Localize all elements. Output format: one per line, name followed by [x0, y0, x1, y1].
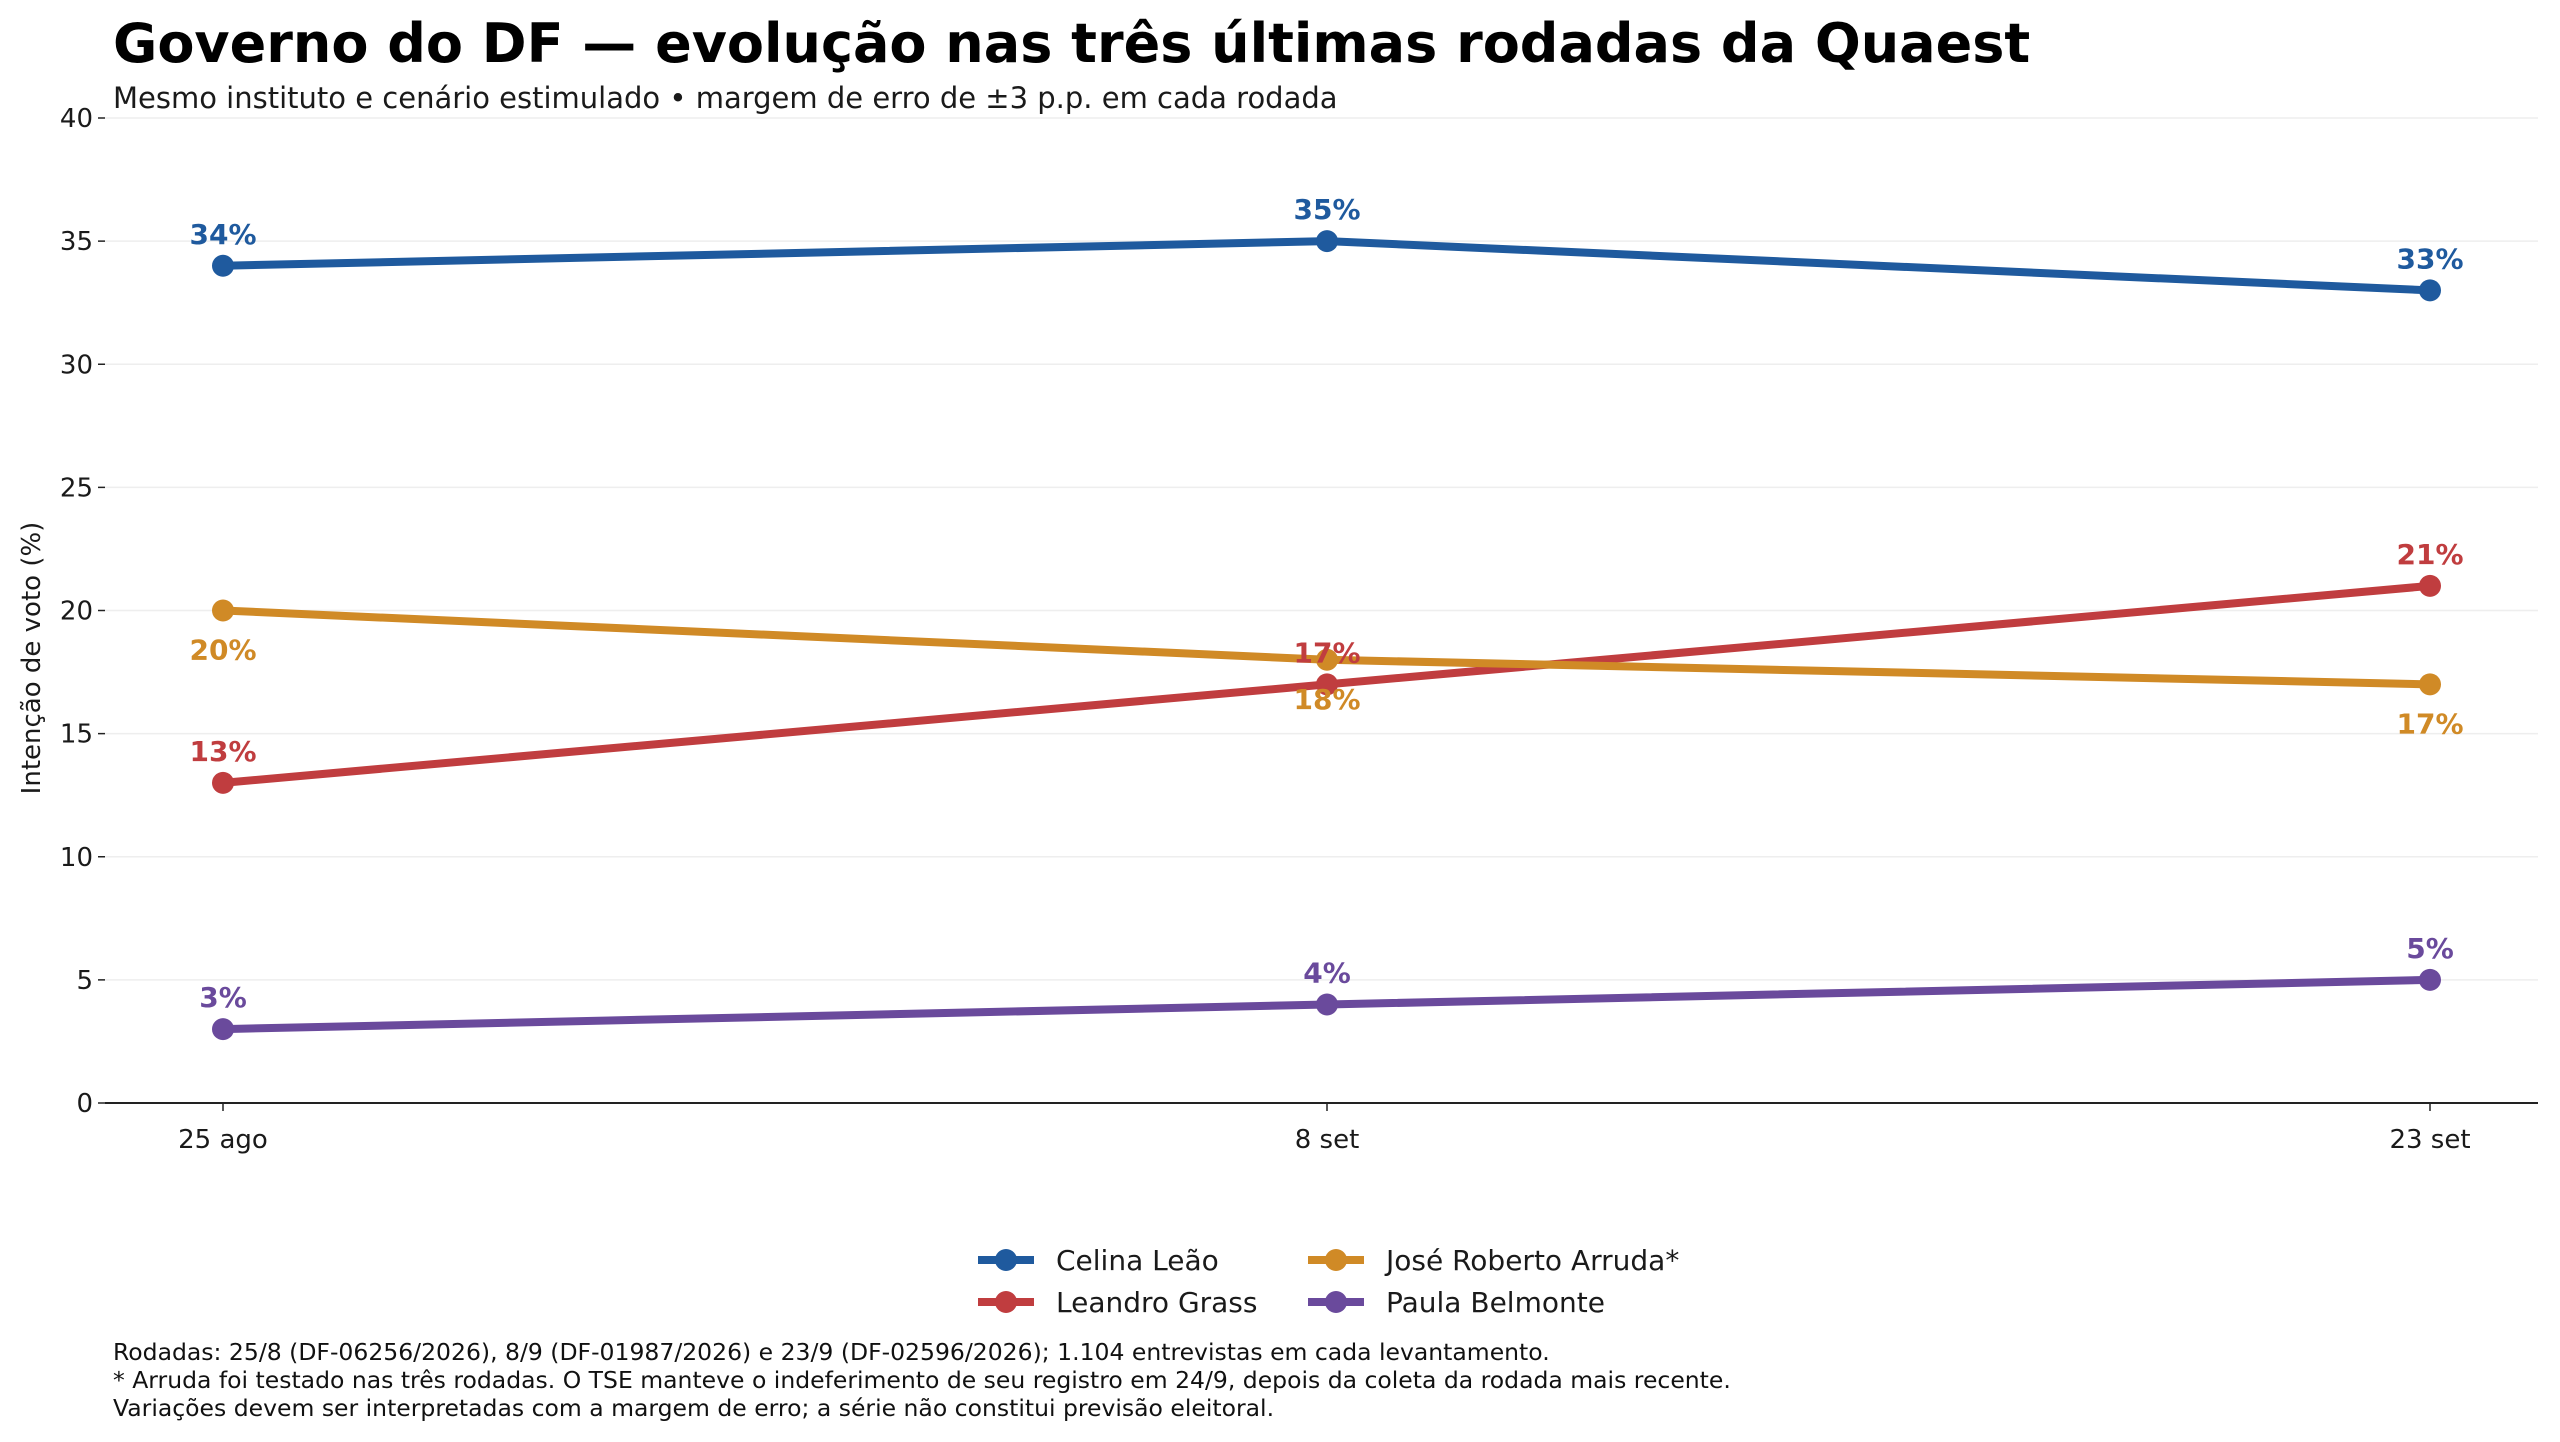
y-tick-label: 5 [76, 966, 93, 996]
legend-swatch-marker [1325, 1249, 1347, 1271]
data-label: 20% [189, 634, 256, 667]
chart-title: Governo do DF — evolução nas três última… [113, 12, 2030, 75]
legend-label: Leandro Grass [1056, 1286, 1257, 1319]
data-label: 34% [189, 218, 256, 251]
legend-label: Celina Leão [1056, 1244, 1219, 1277]
footnote-line: * Arruda foi testado nas três rodadas. O… [113, 1366, 1731, 1394]
series-celina-le-o [212, 230, 2441, 302]
gridlines [105, 117, 2538, 981]
y-tick-label: 35 [60, 227, 93, 257]
data-point [212, 599, 234, 622]
series-paula-belmonte [212, 968, 2441, 1041]
legend-label: José Roberto Arruda* [1384, 1244, 1679, 1277]
series-lines [212, 230, 2441, 1041]
data-point [1316, 648, 1338, 671]
data-point [1316, 673, 1338, 696]
legend-swatch-marker [1325, 1291, 1347, 1313]
y-tick-label: 40 [60, 104, 93, 134]
y-tick-label: 25 [60, 473, 93, 503]
data-point [1316, 993, 1338, 1016]
data-point [212, 771, 234, 794]
x-tick-label: 8 set [1295, 1125, 1360, 1155]
series-jos-roberto-arruda [212, 599, 2441, 696]
axes [98, 117, 2538, 1111]
data-label: 5% [2406, 932, 2454, 965]
legend-item: Celina Leão [978, 1244, 1219, 1277]
data-point [2419, 279, 2441, 302]
data-labels: 34% 35% 33% 13% 17% 21% 20% 18% 17% 3% 4% 5% [189, 193, 2463, 1014]
x-tick-label: 23 set [2389, 1125, 2470, 1155]
data-label: 33% [2396, 242, 2463, 275]
data-label: 3% [199, 981, 247, 1014]
series-leandro-grass [212, 574, 2441, 794]
data-point [212, 254, 234, 277]
data-point [2419, 968, 2441, 991]
legend-label: Paula Belmonte [1386, 1286, 1605, 1319]
data-label: 17% [2396, 707, 2463, 740]
chart-subtitle: Mesmo instituto e cenário estimulado • m… [113, 81, 1338, 115]
data-label: 17% [1293, 636, 1360, 669]
data-point [2419, 673, 2441, 696]
y-tick-label: 30 [60, 350, 93, 380]
legend: Celina Leão Leandro Grass José Roberto Arr… [978, 1244, 1679, 1319]
legend-swatch-marker [995, 1291, 1017, 1313]
legend-swatch-marker [995, 1249, 1017, 1271]
legend-item: Paula Belmonte [1308, 1286, 1605, 1319]
footnotes: Rodadas: 25/8 (DF-06256/2026), 8/9 (DF-0… [113, 1338, 1731, 1422]
y-tick-label: 20 [60, 597, 93, 627]
y-tick-label: 0 [76, 1089, 93, 1119]
data-label: 35% [1293, 193, 1360, 226]
data-point [2419, 574, 2441, 597]
data-point [212, 1018, 234, 1041]
data-label: 21% [2396, 538, 2463, 571]
footnote-line: Variações devem ser interpretadas com a … [113, 1394, 1274, 1422]
x-tick-labels: 25 ago 8 set 23 set [178, 1125, 2470, 1155]
data-point [1316, 230, 1338, 253]
legend-item: Leandro Grass [978, 1286, 1257, 1319]
data-label: 13% [189, 735, 256, 768]
data-label: 18% [1293, 683, 1360, 716]
y-tick-label: 10 [60, 843, 93, 873]
data-label: 4% [1303, 957, 1351, 990]
x-tick-label: 25 ago [178, 1125, 268, 1155]
y-tick-labels: 0 5 10 15 20 25 30 35 40 [60, 104, 93, 1119]
footnote-line: Rodadas: 25/8 (DF-06256/2026), 8/9 (DF-0… [113, 1338, 1550, 1366]
y-axis-label: Intenção de voto (%) [17, 522, 47, 795]
y-tick-label: 15 [60, 720, 93, 750]
legend-item: José Roberto Arruda* [1308, 1244, 1679, 1277]
